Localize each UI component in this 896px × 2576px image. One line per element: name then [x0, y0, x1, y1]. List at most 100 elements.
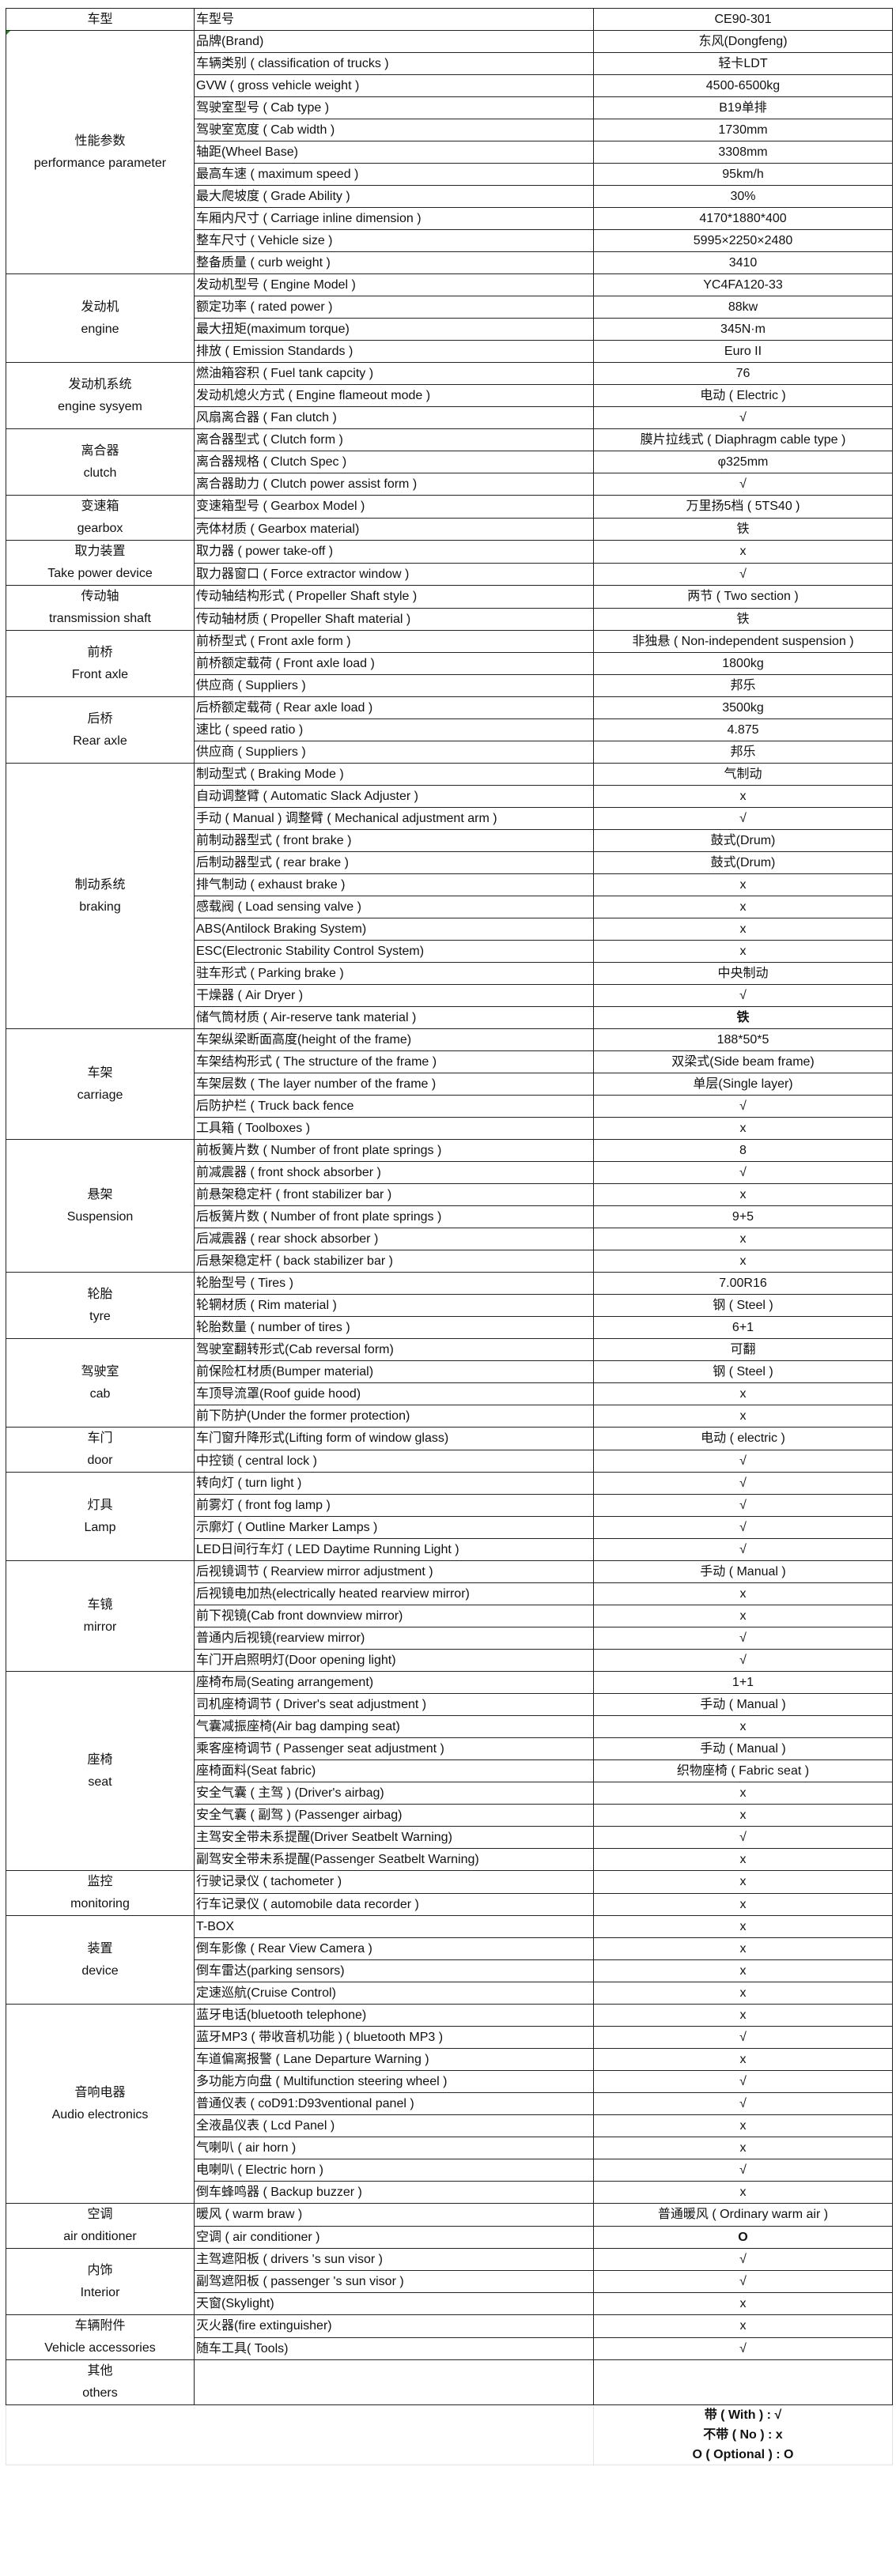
spec-label: 行车记录仪 ( automobile data recorder )	[194, 1892, 594, 1916]
spec-value: 76	[593, 362, 893, 385]
spec-row: 整车尺寸 ( Vehicle size ) 5995×2250×2480	[6, 229, 893, 252]
spec-row: 车架结构形式 ( The structure of the frame ) 双梁式…	[6, 1050, 893, 1073]
spec-value: 铁	[593, 607, 893, 631]
category-name-cn: 发动机系统	[68, 377, 132, 391]
spec-value: x	[593, 1892, 893, 1916]
spec-row: 前下防护(Under the former protection) x	[6, 1405, 893, 1428]
spec-value: x	[593, 1117, 893, 1140]
category-cell: 车架 carriage	[6, 1028, 195, 1140]
spec-row: 随车工具( Tools) √	[6, 2337, 893, 2360]
category-name-en: Lamp	[84, 1520, 116, 1534]
spec-row: 取力器窗口 ( Force extractor window ) √	[6, 562, 893, 586]
category-name-cn: 后桥	[87, 711, 113, 726]
spec-value: 7.00R16	[593, 1272, 893, 1295]
spec-row: 安全气囊 ( 副驾 ) (Passenger airbag) x	[6, 1804, 893, 1827]
category-name-cn: 轮胎	[87, 1287, 113, 1301]
spec-value: 织物座椅 ( Fabric seat )	[593, 1759, 893, 1782]
category-name-en: tyre	[89, 1309, 111, 1323]
spec-row: 倒车影像 ( Rear View Camera ) x	[6, 1937, 893, 1960]
spec-label: 整备质量 ( curb weight )	[194, 251, 594, 274]
spec-row: 车架 carriage 车架纵梁断面高度(height of the frame) 1…	[6, 1028, 893, 1140]
spec-value: √	[593, 2092, 893, 2115]
spec-label: 干燥器 ( Air Dryer )	[194, 984, 594, 1007]
spec-label: 车道偏离报警 ( Lane Departure Warning )	[194, 2048, 594, 2071]
spec-row: 行车记录仪 ( automobile data recorder ) x	[6, 1892, 893, 1916]
spec-label: 最大爬坡度 ( Grade Ability )	[194, 185, 594, 208]
spec-label: 倒车雷达(parking sensors)	[194, 1959, 594, 1982]
spec-label: 普通内后视镜(rearview mirror)	[194, 1627, 594, 1650]
spec-label: 驾驶室宽度 ( Cab width )	[194, 119, 594, 141]
spec-value: √	[593, 1516, 893, 1539]
spec-value: 电动 ( electric )	[593, 1427, 893, 1450]
spec-value: 1730mm	[593, 119, 893, 141]
spec-label: 壳体材质 ( Gearbox material)	[194, 517, 594, 541]
spec-value: 9+5	[593, 1205, 893, 1228]
legend-row: 带 ( With ) : √ 不带 ( No ) : x O ( Optional …	[6, 2404, 893, 2465]
spec-label: 整车尺寸 ( Vehicle size )	[194, 229, 594, 252]
category-cell: 变速箱 gearbox	[6, 495, 195, 541]
spec-row: 储气筒材质 ( Air-reserve tank material ) 铁	[6, 1006, 893, 1029]
spec-value: x	[593, 1405, 893, 1428]
spec-label: 定速巡航(Cruise Control)	[194, 1982, 594, 2005]
spec-label: 普通仪表 ( coD91:D93ventional panel )	[194, 2092, 594, 2115]
spec-value: √	[593, 406, 893, 429]
spec-label: 轮胎数量 ( number of tires )	[194, 1316, 594, 1339]
spec-row: 气囊减振座椅(Air bag damping seat) x	[6, 1715, 893, 1738]
spec-label: 速比 ( speed ratio )	[194, 718, 594, 741]
spec-value: 邦乐	[593, 741, 893, 764]
spec-label: 座椅面料(Seat fabric)	[194, 1759, 594, 1782]
spec-value: x	[593, 2314, 893, 2338]
category-name-en: engine	[81, 322, 119, 336]
category-name-cn: 性能参数	[74, 134, 126, 148]
spec-label: 车架纵梁断面高度(height of the frame)	[194, 1028, 594, 1051]
category-cell: 空调 air onditioner	[6, 2203, 195, 2249]
spec-label: 倒车蜂鸣器 ( Backup buzzer )	[194, 2181, 594, 2204]
spec-value: B19单排	[593, 96, 893, 119]
header-model-label: 车型号	[194, 8, 594, 31]
spec-label: 蓝牙MP3 ( 带收音机功能 ) ( bluetooth MP3 )	[194, 2026, 594, 2049]
category-name-cn: 变速箱	[81, 500, 119, 513]
category-cell: 性能参数 performance parameter	[6, 30, 195, 274]
spec-row: 驾驶室 cab 驾驶室翻转形式(Cab reversal form) 可翻	[6, 1338, 893, 1428]
category-cell: 取力装置 Take power device	[6, 540, 195, 586]
spec-value: x	[593, 1382, 893, 1405]
spec-row: LED日间行车灯 ( LED Daytime Running Light ) √	[6, 1538, 893, 1561]
spec-value: x	[593, 1183, 893, 1206]
spec-value: YC4FA120-33	[593, 273, 893, 296]
spec-row: 前减震器 ( front shock absorber ) √	[6, 1161, 893, 1184]
spec-label: 示廓灯 ( Outline Marker Lamps )	[194, 1516, 594, 1539]
spec-value: 铁	[593, 517, 893, 541]
spec-label: 司机座椅调节 ( Driver's seat adjustment )	[194, 1693, 594, 1716]
category-cell: 发动机系统 engine sysyem	[6, 362, 195, 429]
spec-label: 前制动器型式 ( front brake )	[194, 829, 594, 852]
spec-value: 188*50*5	[593, 1028, 893, 1051]
spec-row: 最大爬坡度 ( Grade Ability ) 30%	[6, 185, 893, 208]
spec-row: 排气制动 ( exhaust brake ) x	[6, 873, 893, 896]
spec-value: 88kw	[593, 296, 893, 319]
spec-value: x	[593, 2137, 893, 2159]
spec-label: 排放 ( Emission Standards )	[194, 340, 594, 363]
spec-row: 驾驶室宽度 ( Cab width ) 1730mm	[6, 119, 893, 141]
spec-value: √	[593, 1494, 893, 1517]
spec-value: x	[593, 1848, 893, 1871]
category-name-cn: 灯具	[87, 1498, 113, 1512]
spec-label: 前减震器 ( front shock absorber )	[194, 1161, 594, 1184]
spec-label: 前桥额定载荷 ( Front axle load )	[194, 652, 594, 675]
spec-row: 车辆附件 Vehicle accessories 灭火器(fire extingui…	[6, 2314, 893, 2360]
category-cell: 车辆附件 Vehicle accessories	[6, 2314, 195, 2360]
spec-value: √	[593, 1627, 893, 1650]
spec-table: 车型 车型号 CE90-301 性能参数 performance paramete…	[6, 8, 893, 2465]
spec-label: 发动机型号 ( Engine Model )	[194, 273, 594, 296]
category-cell: 座椅 seat	[6, 1671, 195, 1871]
category-cell: 离合器 clutch	[6, 428, 195, 496]
category-name-cn: 内饰	[87, 2263, 113, 2277]
spec-value: √	[593, 1472, 893, 1495]
spec-label	[194, 2359, 594, 2405]
spec-row: 车镜 mirror 后视镜调节 ( Rearview mirror adjustme…	[6, 1560, 893, 1672]
category-cell: 后桥 Rear axle	[6, 696, 195, 764]
spec-label: 安全气囊 ( 副驾 ) (Passenger airbag)	[194, 1804, 594, 1827]
spec-label: 前下防护(Under the former protection)	[194, 1405, 594, 1428]
category-name-cn: 座椅	[87, 1752, 113, 1767]
spec-value: 95km/h	[593, 163, 893, 186]
spec-value: 轻卡LDT	[593, 52, 893, 75]
